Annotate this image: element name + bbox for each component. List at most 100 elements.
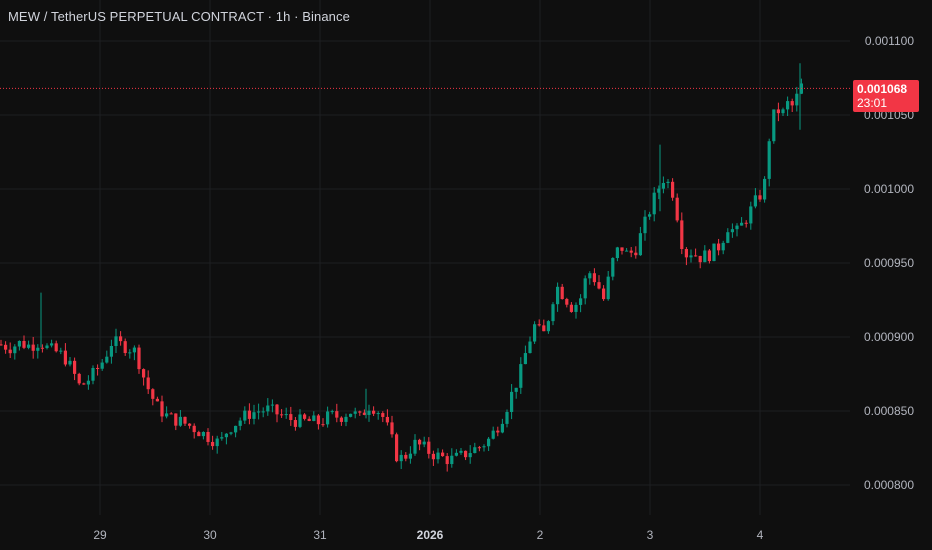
candle-body [335, 411, 339, 418]
candle-body [537, 324, 541, 326]
candle-body [431, 453, 435, 460]
candle-body [418, 439, 422, 445]
candle-body [261, 411, 265, 413]
y-tick-label: 0.000850 [863, 404, 914, 418]
candle-body [238, 420, 242, 426]
candle-body [169, 413, 173, 415]
candle-body [298, 414, 302, 427]
candle-body [786, 101, 790, 110]
candle-body [712, 243, 716, 262]
candle-body [473, 447, 477, 454]
x-tick-label: 30 [203, 528, 217, 542]
candle-body [694, 255, 698, 257]
candle-body [703, 250, 707, 263]
candle-body [247, 410, 251, 419]
candle-body [77, 373, 81, 384]
candle-body [330, 411, 334, 413]
candle-body [717, 243, 721, 251]
candle-body [50, 343, 54, 346]
candle-body [316, 415, 320, 425]
candle-body [59, 350, 63, 352]
candle-body [211, 441, 215, 447]
candle-body [13, 346, 17, 354]
candle-body [666, 181, 670, 183]
candle-body [514, 387, 518, 392]
candle-body [142, 369, 146, 378]
candle-body [362, 412, 366, 415]
candle-body [91, 367, 95, 381]
candle-body [749, 206, 753, 224]
candle-body [229, 432, 233, 434]
candle-body [556, 286, 560, 305]
candle-body [390, 422, 394, 435]
candle-body [132, 347, 136, 353]
candle-body [206, 431, 210, 442]
candle-body [450, 455, 454, 465]
candle-body [436, 452, 440, 460]
candle-body [519, 364, 523, 388]
candle-body [454, 452, 458, 456]
candle-body [266, 405, 270, 412]
candle-body [109, 346, 113, 357]
candle-body [252, 412, 256, 419]
candle-body [105, 356, 109, 363]
candle-body [496, 430, 500, 433]
candle-body [349, 413, 353, 417]
candle-body [22, 340, 26, 348]
candle-body [234, 425, 238, 433]
candle-body [629, 250, 633, 253]
candle-body [372, 410, 376, 414]
candle-body [68, 360, 72, 365]
candles [0, 63, 803, 472]
x-tick-label: 4 [756, 528, 764, 542]
candle-body [427, 441, 431, 454]
candle-body [790, 101, 794, 106]
candle-body [698, 255, 702, 263]
candle-body [620, 247, 624, 251]
candle-body [243, 410, 247, 421]
candle-body [753, 195, 757, 207]
candle-body [303, 414, 307, 419]
candle-body [441, 452, 445, 457]
candle-body [165, 413, 169, 417]
candle-body [707, 250, 711, 262]
candle-body [201, 431, 205, 437]
candle-body [671, 181, 675, 198]
candle-body [137, 347, 141, 370]
candle-body [151, 389, 155, 399]
candle-body [661, 182, 665, 189]
candle-body [123, 341, 127, 354]
candle-body [689, 255, 693, 258]
candle-body [740, 222, 744, 226]
candle-body [422, 441, 426, 445]
candle-body [500, 423, 504, 433]
candle-body [684, 249, 688, 258]
candle-body [280, 414, 284, 416]
candle-body [82, 383, 86, 385]
candle-body [353, 411, 357, 414]
candle-body [312, 415, 316, 421]
candle-body [174, 413, 178, 426]
candle-body [73, 360, 77, 374]
candle-body [178, 416, 182, 426]
candle-body [560, 286, 564, 300]
candle-body [63, 350, 67, 365]
candle-body [146, 377, 150, 390]
x-tick-label: 2 [536, 528, 544, 542]
candle-body [505, 411, 509, 424]
candle-body [546, 321, 550, 332]
candle-body [0, 344, 3, 346]
candle-body [735, 225, 739, 230]
candle-body [510, 391, 514, 412]
candle-body [339, 417, 343, 422]
candle-body [408, 453, 412, 459]
candle-body [399, 454, 403, 462]
candle-body [523, 353, 527, 365]
candle-body [31, 344, 35, 351]
candle-body [257, 411, 261, 413]
candle-body [767, 141, 771, 179]
candle-body [643, 216, 647, 234]
candle-body [36, 347, 40, 351]
last-price-badge: 0.001068 23:01 [853, 80, 919, 112]
